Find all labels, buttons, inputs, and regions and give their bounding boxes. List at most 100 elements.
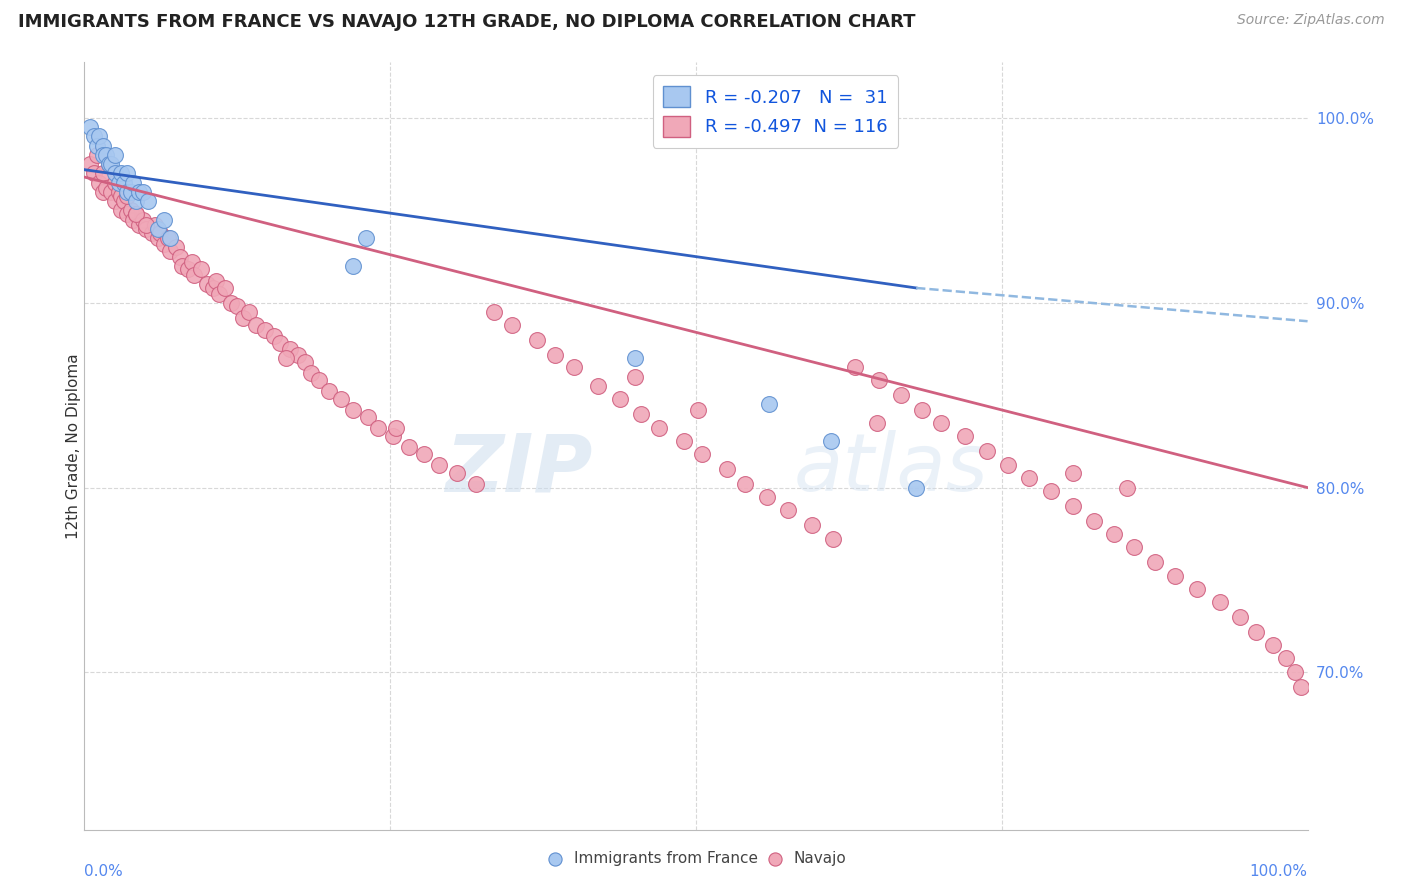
Point	[758, 397, 780, 411]
Point	[110, 203, 132, 218]
Point	[146, 222, 169, 236]
Point	[1062, 499, 1084, 513]
Point	[263, 329, 285, 343]
Point	[690, 447, 713, 461]
Point	[997, 458, 1019, 473]
Point	[104, 194, 127, 208]
Point	[672, 434, 695, 449]
Point	[624, 351, 647, 366]
Point	[159, 231, 181, 245]
Point	[1143, 555, 1166, 569]
Point	[1018, 471, 1040, 485]
Point	[91, 185, 114, 199]
Point	[141, 226, 163, 240]
Point	[1244, 624, 1267, 639]
Point	[1104, 526, 1126, 541]
Point	[1291, 680, 1313, 694]
Point	[97, 157, 120, 171]
Point	[86, 148, 108, 162]
Point	[136, 194, 159, 208]
Text: Source: ZipAtlas.com: Source: ZipAtlas.com	[1237, 13, 1385, 28]
Point	[278, 342, 301, 356]
Point	[354, 231, 377, 245]
Text: atlas: atlas	[794, 430, 988, 508]
Point	[153, 212, 176, 227]
Point	[205, 274, 228, 288]
Point	[526, 333, 548, 347]
Point	[1187, 582, 1209, 597]
Point	[688, 403, 710, 417]
Point	[308, 373, 330, 387]
Point	[128, 218, 150, 232]
Point	[115, 188, 138, 202]
Point	[294, 355, 316, 369]
Point	[201, 281, 224, 295]
Point	[181, 255, 204, 269]
Point	[586, 379, 609, 393]
Point	[110, 188, 132, 202]
Point	[821, 533, 844, 547]
Point	[86, 138, 108, 153]
Point	[195, 277, 218, 292]
Point	[866, 416, 889, 430]
Point	[107, 185, 129, 199]
Point	[125, 194, 148, 208]
Point	[1274, 650, 1296, 665]
Point	[381, 429, 404, 443]
Point	[562, 360, 585, 375]
Point	[1062, 466, 1084, 480]
Point	[112, 194, 135, 208]
Point	[427, 458, 450, 473]
Point	[755, 490, 778, 504]
Point	[87, 176, 110, 190]
Text: IMMIGRANTS FROM FRANCE VS NAVAJO 12TH GRADE, NO DIPLOMA CORRELATION CHART: IMMIGRANTS FROM FRANCE VS NAVAJO 12TH GR…	[18, 13, 915, 31]
Point	[276, 351, 298, 366]
Point	[153, 236, 176, 251]
Point	[502, 318, 524, 332]
Point	[385, 421, 408, 435]
Point	[115, 185, 138, 199]
Point	[413, 447, 436, 461]
Point	[648, 421, 671, 435]
Point	[146, 231, 169, 245]
Point	[115, 166, 138, 180]
Point	[120, 203, 142, 218]
Point	[318, 384, 340, 399]
Point	[446, 466, 468, 480]
Point	[801, 517, 824, 532]
Point	[91, 138, 114, 153]
Point	[330, 392, 353, 406]
Point	[342, 259, 364, 273]
Point	[357, 410, 380, 425]
Point	[96, 181, 118, 195]
Point	[482, 305, 505, 319]
Legend: R = -0.207   N =  31, R = -0.497  N = 116: R = -0.207 N = 31, R = -0.497 N = 116	[652, 75, 898, 148]
Point	[83, 129, 105, 144]
Point	[238, 305, 260, 319]
Point	[905, 481, 928, 495]
Point	[219, 295, 242, 310]
Point	[110, 166, 132, 180]
Point	[630, 407, 652, 421]
Point	[143, 218, 166, 232]
Point	[125, 207, 148, 221]
Point	[976, 443, 998, 458]
Point	[183, 268, 205, 282]
Point	[87, 129, 110, 144]
Point	[1208, 595, 1230, 609]
Point	[299, 366, 322, 380]
Point	[169, 250, 191, 264]
Point	[104, 148, 127, 162]
Point	[734, 476, 756, 491]
Point	[1164, 569, 1187, 583]
Point	[716, 462, 738, 476]
Point	[1229, 610, 1251, 624]
Point	[122, 176, 145, 190]
Text: 0.0%: 0.0%	[84, 864, 124, 880]
Point	[254, 323, 277, 337]
Point	[342, 403, 364, 417]
Point	[208, 286, 231, 301]
Text: Immigrants from France: Immigrants from France	[574, 851, 758, 866]
Point	[83, 166, 105, 180]
Point	[269, 336, 291, 351]
